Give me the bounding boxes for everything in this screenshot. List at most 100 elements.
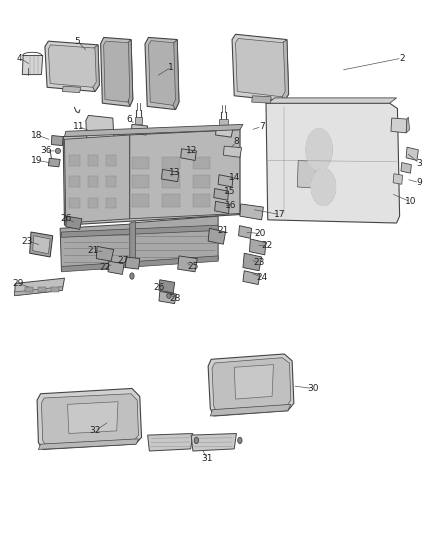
- Polygon shape: [297, 160, 317, 188]
- Text: 26: 26: [153, 283, 165, 292]
- Polygon shape: [215, 127, 233, 137]
- Polygon shape: [63, 128, 240, 225]
- Ellipse shape: [130, 273, 134, 279]
- Polygon shape: [45, 41, 99, 92]
- Polygon shape: [193, 157, 210, 169]
- Text: 3: 3: [417, 159, 422, 167]
- Polygon shape: [93, 45, 99, 92]
- Polygon shape: [64, 124, 243, 136]
- Polygon shape: [240, 204, 263, 220]
- Text: 8: 8: [233, 138, 239, 147]
- Polygon shape: [61, 256, 218, 272]
- Polygon shape: [162, 194, 180, 207]
- Text: 26: 26: [60, 214, 71, 223]
- Polygon shape: [66, 216, 82, 229]
- Polygon shape: [162, 175, 180, 188]
- Text: 7: 7: [259, 122, 265, 131]
- Text: 31: 31: [201, 454, 212, 463]
- Polygon shape: [178, 256, 197, 272]
- Polygon shape: [48, 158, 60, 167]
- Polygon shape: [37, 389, 141, 449]
- Polygon shape: [39, 287, 46, 292]
- Polygon shape: [208, 228, 226, 244]
- Polygon shape: [14, 278, 64, 296]
- Polygon shape: [208, 354, 294, 416]
- Polygon shape: [232, 34, 289, 101]
- Polygon shape: [406, 147, 418, 160]
- Polygon shape: [191, 433, 237, 451]
- Text: 28: 28: [170, 294, 181, 303]
- Polygon shape: [101, 37, 133, 107]
- Polygon shape: [214, 189, 229, 200]
- Polygon shape: [30, 232, 53, 257]
- Polygon shape: [33, 236, 50, 254]
- Polygon shape: [96, 246, 114, 261]
- Polygon shape: [243, 253, 261, 271]
- Text: 4: 4: [17, 54, 22, 62]
- Polygon shape: [268, 98, 396, 103]
- Polygon shape: [223, 146, 242, 157]
- Polygon shape: [393, 174, 403, 184]
- Text: 10: 10: [405, 197, 416, 206]
- Text: 36: 36: [40, 147, 52, 156]
- Polygon shape: [62, 86, 81, 93]
- Text: 23: 23: [253, 258, 265, 266]
- Polygon shape: [159, 280, 175, 293]
- Text: 20: 20: [254, 229, 266, 238]
- Polygon shape: [282, 39, 289, 101]
- Polygon shape: [131, 216, 218, 265]
- Polygon shape: [69, 176, 80, 187]
- Polygon shape: [104, 41, 130, 102]
- Polygon shape: [215, 201, 230, 214]
- Polygon shape: [234, 365, 273, 399]
- Text: 14: 14: [229, 173, 240, 182]
- Polygon shape: [250, 239, 266, 255]
- Polygon shape: [86, 115, 115, 154]
- Text: 22: 22: [261, 241, 272, 250]
- Polygon shape: [130, 130, 240, 219]
- Polygon shape: [125, 257, 140, 269]
- Polygon shape: [88, 198, 98, 208]
- Text: 11: 11: [73, 122, 85, 131]
- Polygon shape: [39, 439, 138, 449]
- Polygon shape: [181, 149, 196, 160]
- Polygon shape: [67, 402, 118, 433]
- Polygon shape: [401, 163, 411, 173]
- Polygon shape: [162, 157, 180, 169]
- Text: 32: 32: [89, 426, 101, 435]
- Polygon shape: [132, 194, 149, 207]
- Polygon shape: [14, 287, 62, 296]
- Polygon shape: [391, 118, 407, 133]
- Text: 9: 9: [417, 178, 422, 187]
- Polygon shape: [106, 176, 116, 187]
- Polygon shape: [243, 271, 260, 285]
- Polygon shape: [406, 117, 410, 133]
- Polygon shape: [173, 39, 179, 110]
- Polygon shape: [212, 358, 291, 412]
- Text: 19: 19: [32, 156, 43, 165]
- Text: 5: 5: [74, 37, 81, 46]
- Polygon shape: [193, 194, 210, 207]
- Polygon shape: [219, 119, 228, 127]
- Text: 23: 23: [22, 237, 33, 246]
- Text: 22: 22: [99, 263, 111, 272]
- Polygon shape: [69, 155, 80, 166]
- Polygon shape: [210, 405, 291, 416]
- Polygon shape: [311, 168, 336, 206]
- Text: 6: 6: [126, 115, 132, 124]
- Polygon shape: [159, 292, 177, 304]
- Text: 27: 27: [117, 256, 129, 265]
- Text: 29: 29: [12, 279, 24, 288]
- Polygon shape: [106, 198, 116, 208]
- Text: 18: 18: [32, 131, 43, 140]
- Text: 25: 25: [187, 262, 198, 271]
- Text: 12: 12: [186, 147, 198, 156]
- Ellipse shape: [238, 437, 242, 443]
- Polygon shape: [127, 39, 133, 107]
- Ellipse shape: [55, 148, 60, 154]
- Ellipse shape: [194, 437, 198, 443]
- Polygon shape: [239, 225, 252, 238]
- Polygon shape: [60, 224, 131, 271]
- Text: 30: 30: [307, 384, 318, 393]
- Text: 17: 17: [274, 210, 286, 219]
